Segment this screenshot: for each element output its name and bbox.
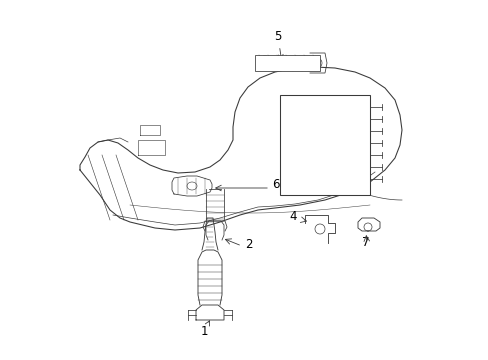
Text: 2: 2 xyxy=(244,238,252,251)
Text: 3: 3 xyxy=(329,155,337,168)
Text: 1: 1 xyxy=(200,321,209,338)
Ellipse shape xyxy=(186,182,197,190)
Text: 4: 4 xyxy=(289,210,296,223)
Bar xyxy=(254,55,319,71)
Text: 6: 6 xyxy=(271,178,279,191)
Text: 7: 7 xyxy=(361,236,369,249)
Text: 5: 5 xyxy=(274,30,283,59)
Bar xyxy=(280,95,369,195)
